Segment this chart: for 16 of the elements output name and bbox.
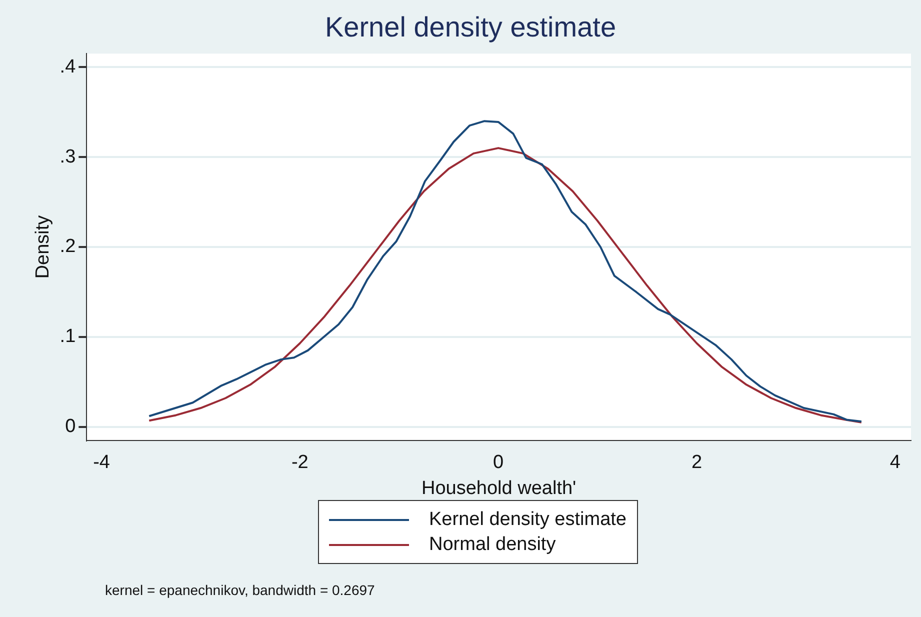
y-tick-label: 0 xyxy=(65,416,76,438)
x-axis-title: Household wealth' xyxy=(421,478,576,499)
y-tick-label: .2 xyxy=(60,236,76,258)
chart-title: Kernel density estimate xyxy=(324,12,616,43)
x-tick-label: -2 xyxy=(291,452,308,474)
legend-label: Kernel density estimate xyxy=(429,508,626,530)
y-axis-title: Density xyxy=(32,214,54,279)
y-tick-label: .1 xyxy=(60,326,76,348)
x-tick-label: 0 xyxy=(493,452,504,474)
x-tick-label: 4 xyxy=(890,452,901,474)
legend-label: Normal density xyxy=(429,534,556,556)
y-tick-label: .4 xyxy=(60,56,76,78)
x-tick-label: -4 xyxy=(93,452,110,474)
x-tick-label: 2 xyxy=(691,452,702,474)
text: kernel = epanechnikov, bandwidth = 0.2697 xyxy=(105,582,375,598)
y-tick-label: .3 xyxy=(60,146,76,168)
